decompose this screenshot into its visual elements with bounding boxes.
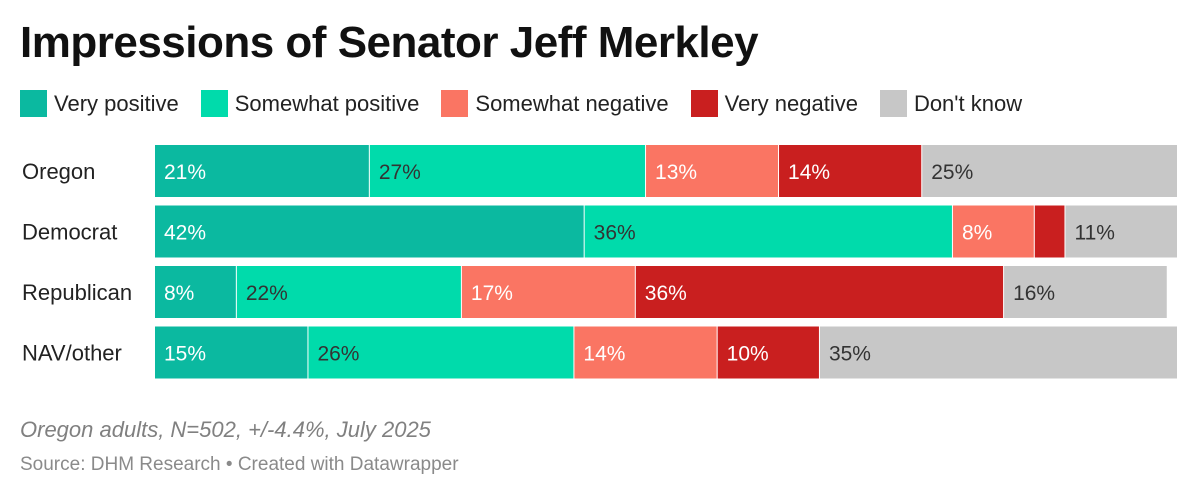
chart-source: Source: DHM Research • Created with Data… (20, 454, 459, 475)
value-label-republican-very-negative: 36% (645, 282, 687, 305)
bar-democrat-very-positive (155, 205, 584, 258)
value-label-oregon-somewhat-negative: 13% (655, 161, 697, 184)
value-label-democrat-don-t-know: 11% (1074, 222, 1114, 245)
bar-nav-other-don-t-know (819, 326, 1177, 379)
legend-swatch-dont-know (879, 90, 907, 117)
bar-nav-other-very-negative (717, 326, 819, 379)
value-label-oregon-very-negative: 14% (788, 161, 830, 184)
legend-item-somewhat-negative: Somewhat negative (441, 90, 669, 117)
row-label-democrat: Democrat (22, 220, 117, 245)
bar-republican-very-negative (635, 266, 1004, 318)
bar-republican-somewhat-positive (236, 266, 461, 318)
legend-swatch-somewhat-negative (441, 90, 469, 117)
value-label-nav-other-somewhat-positive: 26% (317, 343, 359, 366)
value-label-nav-other-don-t-know: 35% (829, 343, 871, 366)
bar-oregon-don-t-know (922, 145, 1177, 197)
value-label-oregon-somewhat-positive: 27% (379, 161, 421, 184)
value-label-democrat-somewhat-positive: 36% (594, 222, 636, 245)
bar-nav-other-very-positive (155, 326, 308, 379)
legend-swatch-very-negative (690, 90, 718, 117)
legend-label-somewhat-negative: Somewhat negative (475, 90, 669, 116)
value-label-nav-other-somewhat-negative: 14% (583, 343, 625, 366)
bar-republican-very-positive (155, 266, 236, 318)
legend-item-somewhat-positive: Somewhat positive (200, 90, 420, 117)
value-label-republican-very-positive: 8% (164, 282, 194, 305)
value-label-democrat-somewhat-negative: 8% (962, 222, 992, 245)
legend-item-dont-know: Don't know (879, 90, 1023, 117)
chart-title: Impressions of Senator Jeff Merkley (20, 18, 759, 67)
legend-label-somewhat-positive: Somewhat positive (234, 90, 420, 116)
value-label-republican-somewhat-positive: 22% (246, 282, 288, 305)
bar-democrat-don-t-know (1065, 205, 1177, 258)
bar-republican-somewhat-negative (461, 266, 635, 318)
bar-democrat-somewhat-positive (584, 205, 952, 258)
row-label-republican: Republican (22, 280, 132, 305)
value-label-nav-other-very-negative: 10% (727, 343, 769, 366)
bar-oregon-very-positive (155, 145, 369, 197)
value-label-democrat-very-positive: 42% (164, 222, 206, 245)
legend-item-very-positive: Very positive (20, 90, 179, 117)
value-label-republican-don-t-know: 16% (1013, 282, 1055, 305)
value-label-oregon-very-positive: 21% (164, 161, 206, 184)
chart-notes: Oregon adults, N=502, +/-4.4%, July 2025 (20, 417, 431, 442)
legend-swatch-somewhat-positive (200, 90, 228, 117)
row-label-oregon: Oregon (22, 159, 95, 184)
legend-label-dont-know: Don't know (913, 90, 1023, 116)
bar-oregon-very-negative (779, 145, 922, 197)
legend-item-very-negative: Very negative (690, 90, 858, 117)
bar-nav-other-somewhat-negative (574, 326, 717, 379)
value-label-nav-other-very-positive: 15% (164, 343, 206, 366)
bar-nav-other-somewhat-positive (308, 326, 574, 379)
bar-democrat-somewhat-negative (952, 205, 1034, 258)
legend: Very positive Somewhat positive Somewhat… (20, 90, 1044, 117)
value-label-republican-somewhat-negative: 17% (471, 282, 513, 305)
legend-swatch-very-positive (20, 90, 47, 117)
bar-republican-don-t-know (1004, 266, 1167, 318)
legend-label-very-positive: Very positive (54, 90, 179, 116)
value-label-oregon-don-t-know: 25% (931, 161, 973, 184)
legend-label-very-negative: Very negative (724, 90, 858, 116)
bar-oregon-somewhat-negative (646, 145, 779, 197)
row-label-nav-other: NAV/other (22, 341, 122, 366)
bar-oregon-somewhat-positive (369, 145, 646, 197)
bar-democrat-very-negative (1034, 205, 1065, 258)
